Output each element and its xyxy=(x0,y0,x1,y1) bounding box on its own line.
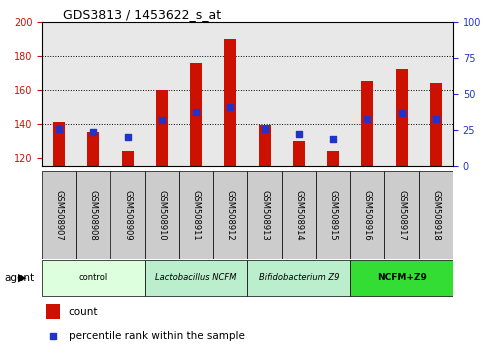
Bar xyxy=(46,303,60,319)
Text: GSM508918: GSM508918 xyxy=(431,190,440,240)
Bar xyxy=(87,132,99,166)
Text: GSM508917: GSM508917 xyxy=(397,190,406,240)
Bar xyxy=(419,171,453,259)
Text: GSM508907: GSM508907 xyxy=(55,190,64,240)
Bar xyxy=(430,83,442,166)
Point xyxy=(227,104,234,109)
Bar xyxy=(282,171,316,259)
Text: GSM508908: GSM508908 xyxy=(89,190,98,240)
Text: ▶: ▶ xyxy=(18,273,27,283)
Bar xyxy=(361,81,373,166)
Bar xyxy=(225,39,236,166)
Bar xyxy=(179,171,213,259)
Text: GSM508916: GSM508916 xyxy=(363,190,372,240)
Bar xyxy=(122,151,134,166)
Bar xyxy=(350,260,453,296)
Text: GSM508913: GSM508913 xyxy=(260,190,269,240)
Bar xyxy=(327,151,339,166)
Bar xyxy=(76,171,111,259)
Text: control: control xyxy=(79,274,108,282)
Bar xyxy=(293,141,305,166)
Point xyxy=(329,136,337,142)
Bar xyxy=(111,171,145,259)
Point xyxy=(192,109,200,115)
Text: GSM508914: GSM508914 xyxy=(294,190,303,240)
Bar xyxy=(258,125,270,166)
Bar xyxy=(190,63,202,166)
Text: GSM508912: GSM508912 xyxy=(226,190,235,240)
Bar xyxy=(145,171,179,259)
Text: GDS3813 / 1453622_s_at: GDS3813 / 1453622_s_at xyxy=(63,8,221,21)
Text: agent: agent xyxy=(5,273,35,283)
Bar xyxy=(316,171,350,259)
Bar xyxy=(145,260,247,296)
Point xyxy=(398,111,406,116)
Bar xyxy=(42,171,76,259)
Text: GSM508910: GSM508910 xyxy=(157,190,166,240)
Point xyxy=(49,333,57,339)
Bar xyxy=(247,260,350,296)
Text: GSM508909: GSM508909 xyxy=(123,190,132,240)
Bar xyxy=(396,69,408,166)
Text: Lactobacillus NCFM: Lactobacillus NCFM xyxy=(156,274,237,282)
Bar xyxy=(156,90,168,166)
Point xyxy=(124,135,131,140)
Text: NCFM+Z9: NCFM+Z9 xyxy=(377,274,426,282)
Text: GSM508911: GSM508911 xyxy=(192,190,200,240)
Bar xyxy=(53,122,65,166)
Point xyxy=(364,116,371,121)
Point xyxy=(261,126,269,132)
Point xyxy=(432,116,440,121)
Text: Bifidobacterium Z9: Bifidobacterium Z9 xyxy=(258,274,339,282)
Point xyxy=(158,118,166,123)
Text: count: count xyxy=(69,307,98,316)
Bar xyxy=(42,260,145,296)
Bar xyxy=(350,171,384,259)
Bar xyxy=(213,171,247,259)
Bar xyxy=(247,171,282,259)
Text: GSM508915: GSM508915 xyxy=(328,190,338,240)
Point xyxy=(55,126,63,132)
Text: percentile rank within the sample: percentile rank within the sample xyxy=(69,331,244,341)
Point xyxy=(295,131,303,137)
Bar xyxy=(384,171,419,259)
Point xyxy=(89,129,97,135)
